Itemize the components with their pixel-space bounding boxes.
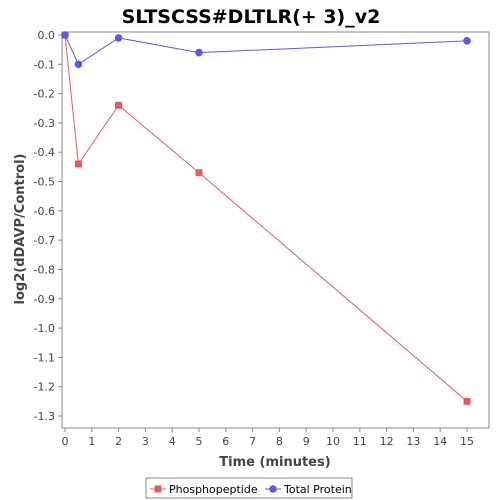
series-layer: [61, 31, 471, 405]
legend-label: Total Protein: [283, 483, 352, 496]
x-tick-label: 5: [196, 435, 203, 448]
y-tick-label: 0.0: [38, 29, 56, 42]
y-tick-label: -0.7: [34, 234, 55, 247]
y-axis: 0.0 -0.1 -0.2 -0.3 -0.4 -0.5 -0.6 -0.7 -0.8 -0.9 -…: [34, 29, 62, 423]
legend-box: [145, 477, 353, 499]
y-tick-label: -1.2: [34, 381, 55, 394]
x-tick-label: 1: [88, 435, 95, 448]
x-tick-label: 0: [62, 435, 69, 448]
y-tick-label: -0.6: [34, 205, 55, 218]
data-point: [195, 169, 203, 177]
x-tick-label: 4: [169, 435, 176, 448]
x-tick-label: 10: [326, 435, 340, 448]
y-tick-label: -0.2: [34, 88, 55, 101]
data-point: [115, 101, 123, 109]
x-tick-label: 8: [276, 435, 283, 448]
legend-marker: [154, 485, 162, 493]
x-tick-label: 14: [433, 435, 447, 448]
legend-label: Phosphopeptide: [169, 483, 258, 496]
y-tick-label: -0.9: [34, 293, 55, 306]
y-tick-label: -0.4: [34, 146, 55, 159]
data-point: [61, 31, 69, 39]
y-tick-label: -1.0: [34, 322, 55, 335]
x-tick-label: 3: [142, 435, 149, 448]
y-tick-label: -0.8: [34, 263, 55, 276]
y-tick-label: -0.1: [34, 58, 55, 71]
y-tick-label: -0.5: [34, 176, 55, 189]
x-tick-label: 7: [249, 435, 256, 448]
x-tick-label: 13: [406, 435, 420, 448]
y-tick-label: -0.3: [34, 117, 55, 130]
x-tick-label: 2: [115, 435, 122, 448]
x-axis-label: Time (minutes): [219, 455, 330, 470]
x-tick-label: 11: [353, 435, 367, 448]
data-point: [195, 48, 203, 57]
y-axis-label: log2(dDAVP/Control): [13, 154, 28, 305]
data-point: [463, 37, 471, 45]
x-tick-label: 12: [380, 435, 394, 448]
x-tick-label: 15: [460, 435, 474, 448]
data-point: [114, 34, 123, 42]
y-tick-label: -1.3: [34, 410, 55, 423]
y-tick-label: -1.1: [34, 351, 55, 364]
legend-marker: [269, 485, 277, 493]
chart-title: SLTSCSS#DLTLR(+ 3)_v2: [122, 6, 381, 28]
x-tick-label: 6: [222, 435, 229, 448]
x-tick-label: 9: [303, 435, 310, 448]
x-axis: 0 1 2 3 4 5 6 7 8 9 10 11 12 13 14 15: [62, 428, 474, 448]
legend: Phosphopeptide Total Protein: [145, 477, 353, 499]
data-point: [74, 60, 83, 69]
plot-area: [61, 31, 490, 429]
data-point: [463, 397, 471, 405]
data-point: [74, 160, 82, 168]
